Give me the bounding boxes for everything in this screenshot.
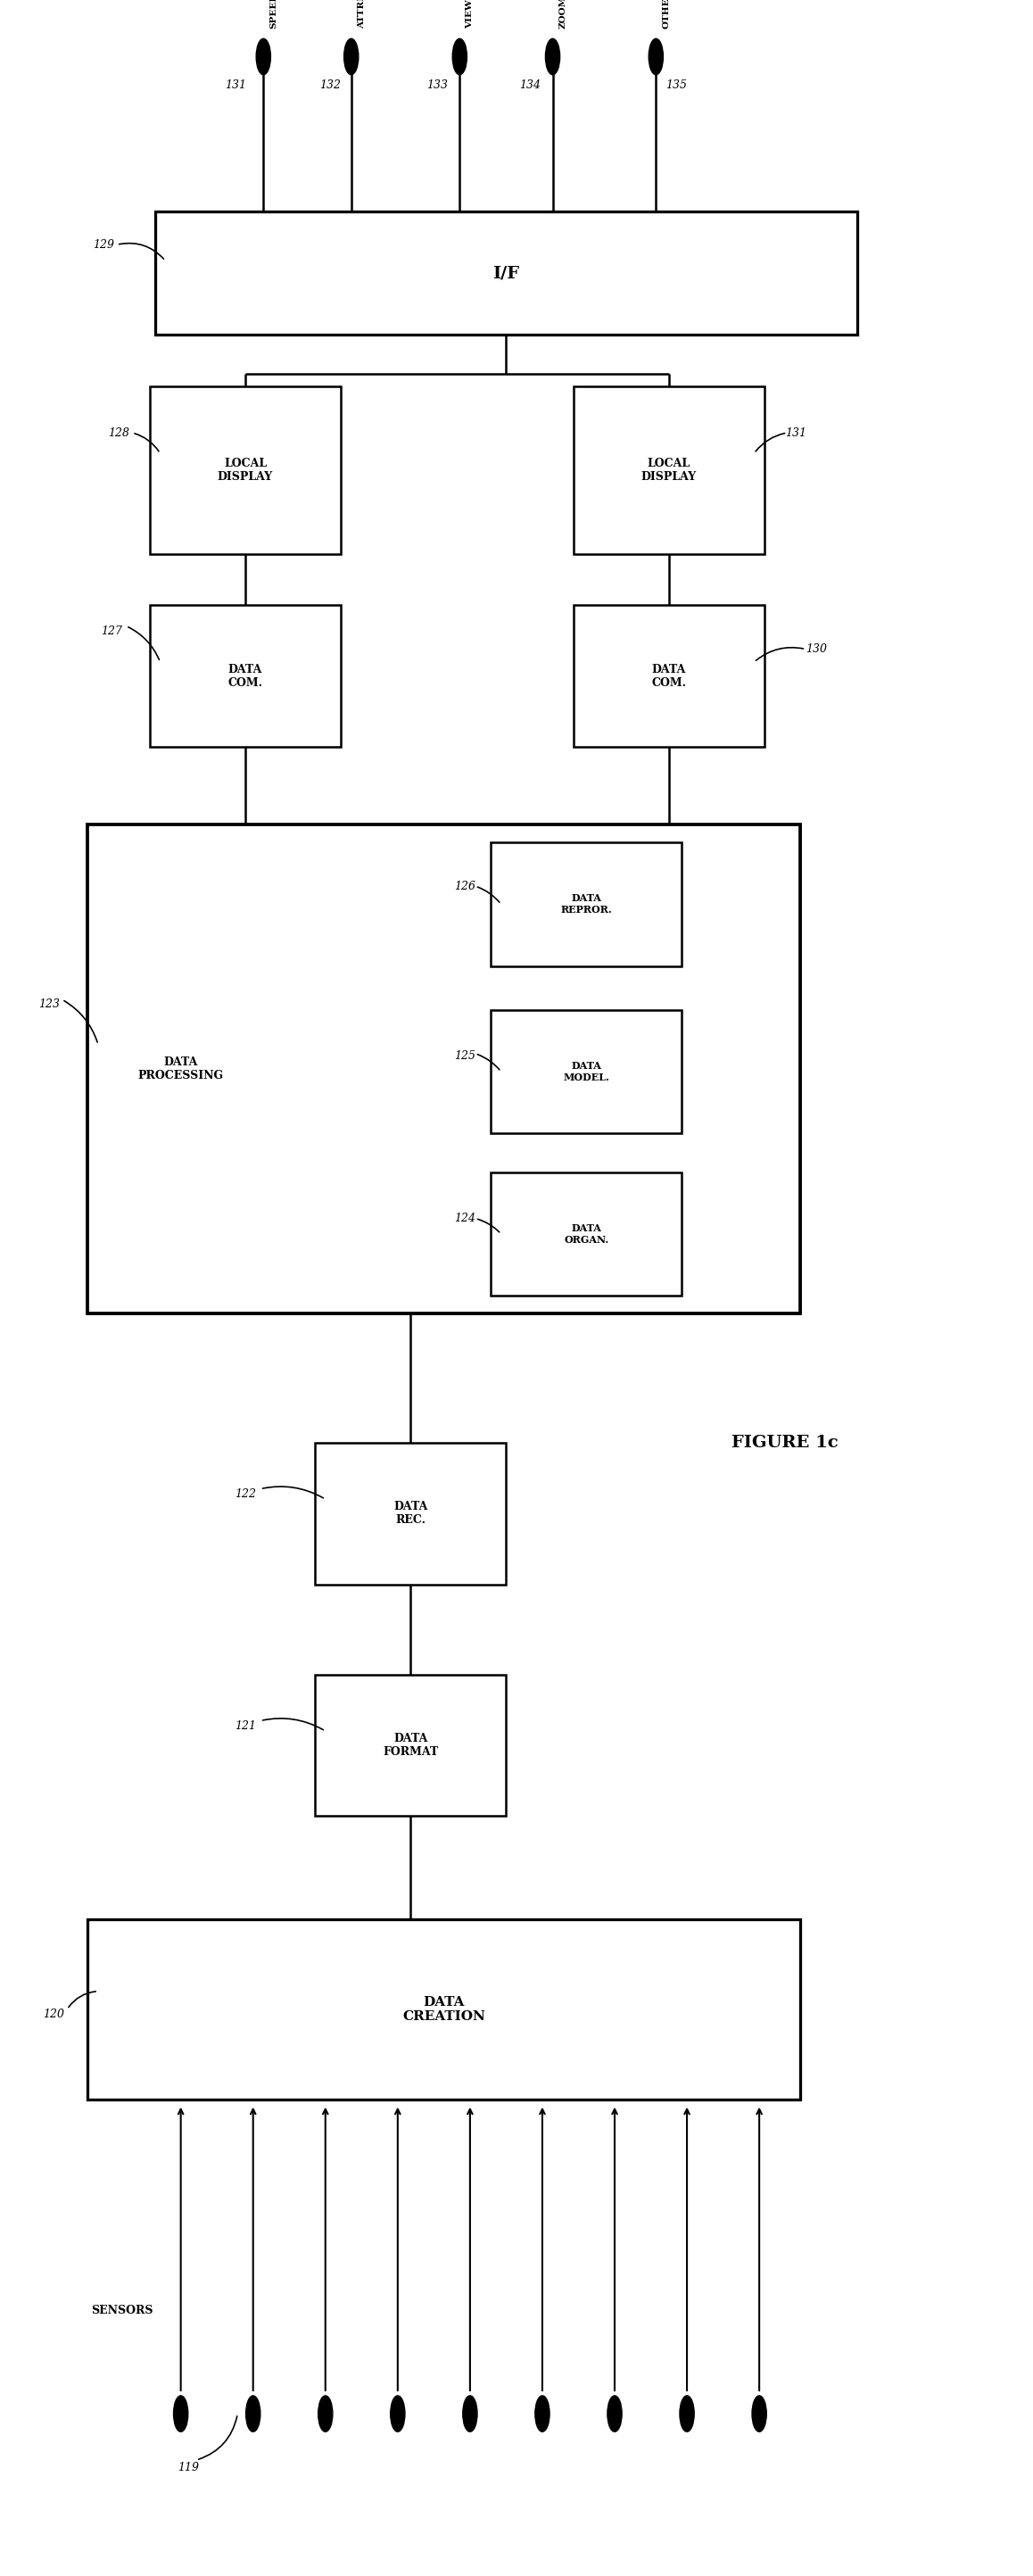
Text: 134: 134 [520,80,540,90]
Text: LOCAL
DISPLAY: LOCAL DISPLAY [641,459,696,482]
Circle shape [535,2396,550,2432]
Text: 119: 119 [178,2463,198,2473]
Text: ATTRIBUTES: ATTRIBUTES [357,0,366,28]
Text: 133: 133 [427,80,447,90]
Bar [573,605,764,747]
Bar [491,1010,682,1133]
Text: 130: 130 [806,644,826,654]
Text: 131: 131 [785,428,806,438]
Text: DATA
MODEL.: DATA MODEL. [563,1061,609,1082]
Text: DATA
COM.: DATA COM. [652,665,686,688]
Text: 123: 123 [39,999,60,1010]
Circle shape [246,2396,260,2432]
Text: 126: 126 [455,881,475,891]
Text: DATA
FORMAT: DATA FORMAT [383,1734,438,1757]
Circle shape [256,39,271,75]
Text: DATA
REC.: DATA REC. [394,1502,428,1525]
Bar [315,1674,506,1816]
Text: OTHER: OTHER [662,0,670,28]
Text: SPEED: SPEED [270,0,278,28]
Bar [88,1919,801,2099]
Text: ZOOM: ZOOM [559,0,567,28]
Text: 128: 128 [108,428,129,438]
Circle shape [752,2396,766,2432]
Bar [88,824,801,1314]
Circle shape [390,2396,405,2432]
Text: 131: 131 [225,80,246,90]
Text: LOCAL
DISPLAY: LOCAL DISPLAY [218,459,273,482]
Bar [150,605,341,747]
Circle shape [174,2396,188,2432]
Bar [315,1443,506,1584]
Circle shape [649,39,663,75]
Circle shape [452,39,467,75]
Text: 129: 129 [93,240,114,250]
Text: DATA
REPROR.: DATA REPROR. [561,894,612,914]
Circle shape [344,39,358,75]
Text: 122: 122 [236,1489,256,1499]
Bar [573,386,764,554]
Text: FIGURE 1c: FIGURE 1c [731,1435,839,1450]
Text: 127: 127 [101,626,122,636]
Text: DATA
CREATION: DATA CREATION [403,1996,486,2022]
Text: I/F: I/F [493,265,520,281]
Text: 124: 124 [455,1213,475,1224]
Text: VIEWPTS: VIEWPTS [466,0,474,28]
Text: SENSORS: SENSORS [91,2306,153,2316]
Text: DATA
PROCESSING: DATA PROCESSING [137,1056,224,1082]
Text: 121: 121 [236,1721,256,1731]
Bar [491,842,682,966]
Circle shape [318,2396,333,2432]
Text: DATA
ORGAN.: DATA ORGAN. [564,1224,608,1244]
Text: 125: 125 [455,1051,475,1061]
Circle shape [463,2396,477,2432]
Circle shape [607,2396,622,2432]
Text: DATA
COM.: DATA COM. [228,665,262,688]
Circle shape [680,2396,694,2432]
Bar [150,386,341,554]
Text: 135: 135 [666,80,687,90]
Text: 120: 120 [43,2009,64,2020]
Bar [155,211,857,335]
Circle shape [545,39,560,75]
Bar [491,1172,682,1296]
Text: 132: 132 [320,80,341,90]
